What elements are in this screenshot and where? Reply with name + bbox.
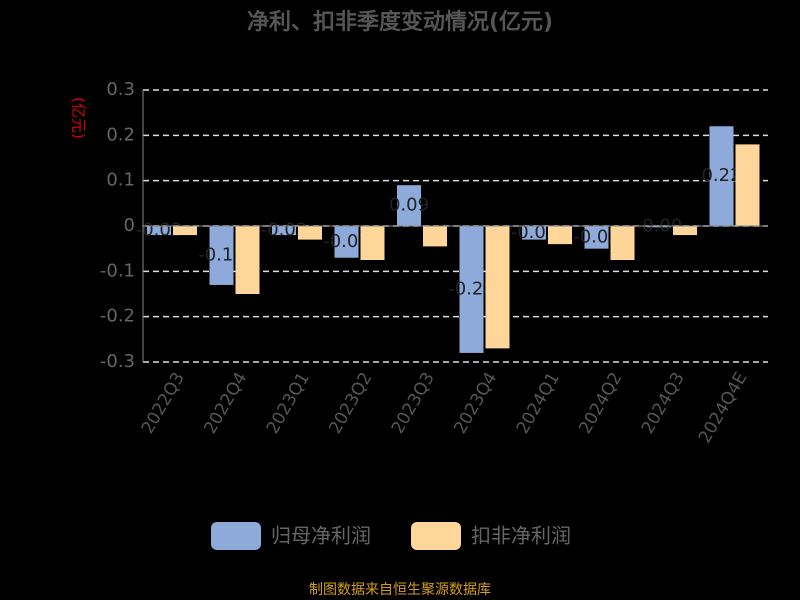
y-tick-label: 0.3 [106, 79, 135, 100]
data-label: -0.28 [448, 278, 495, 299]
bar [397, 185, 421, 226]
y-axis-label: (亿元) [70, 97, 88, 139]
y-tick-label: 0 [124, 215, 135, 236]
bar [709, 126, 734, 226]
data-label: -0.07 [323, 231, 370, 252]
bar [209, 226, 234, 285]
bar [298, 226, 322, 240]
y-tick-label: -0.2 [100, 306, 135, 327]
data-label: -0.03 [511, 222, 558, 243]
legend-swatch [411, 522, 461, 550]
legend-swatch [211, 522, 261, 550]
bar [584, 226, 609, 249]
bar [147, 226, 171, 236]
bar [610, 226, 635, 260]
data-label: -0.05 [573, 226, 620, 247]
bar [522, 226, 546, 240]
bar [485, 226, 510, 349]
bar [673, 226, 697, 236]
data-label: -0.02 [261, 220, 308, 241]
bar [423, 226, 447, 247]
y-tick-label: -0.1 [100, 260, 135, 281]
data-label: 0.22 [701, 165, 741, 186]
bar [173, 226, 197, 236]
bar [735, 144, 760, 226]
bar [459, 226, 484, 353]
legend-label: 扣非净利润 [471, 524, 571, 548]
chart-title: 净利、扣非季度变动情况(亿元) [247, 9, 553, 35]
legend-label: 归母净利润 [271, 524, 371, 548]
bar [235, 226, 260, 294]
y-tick-label: -0.3 [100, 351, 135, 372]
bar [360, 226, 385, 260]
y-tick-label: 0.1 [106, 170, 135, 191]
bar [272, 226, 296, 236]
bar [548, 226, 572, 245]
bar [647, 226, 671, 228]
y-tick-label: 0.2 [106, 124, 135, 145]
bar [334, 226, 359, 258]
data-label: -0.13 [198, 244, 245, 265]
data-label: -0.02 [136, 220, 183, 241]
source-note: 制图数据来自恒生聚源数据库 [309, 582, 491, 598]
data-label: 0.09 [389, 195, 429, 216]
